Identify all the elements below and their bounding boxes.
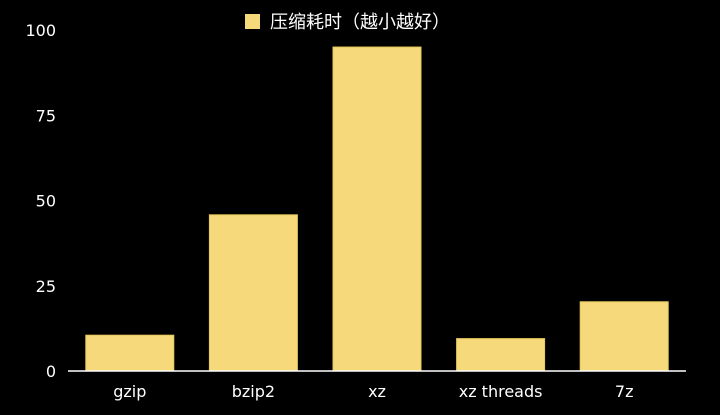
bar-xz (332, 46, 422, 372)
bar-7z (579, 301, 669, 372)
y-tick-label: 0 (46, 362, 56, 381)
y-tick-label: 25 (36, 277, 56, 296)
x-tick-label: bzip2 (232, 382, 275, 401)
x-tick-label: gzip (113, 382, 146, 401)
y-axis-ticks: 0 25 50 75 100 (25, 21, 56, 381)
x-tick-label: 7z (615, 382, 634, 401)
bars (85, 46, 669, 372)
bar-xz-threads (456, 338, 546, 372)
x-tick-label: xz (368, 382, 386, 401)
y-tick-label: 100 (25, 21, 56, 40)
x-axis-ticks: gzip bzip2 xz xz threads 7z (113, 382, 633, 401)
legend: 压缩耗时（越小越好） (245, 12, 450, 33)
bar-gzip (85, 334, 175, 372)
x-tick-label: xz threads (459, 382, 543, 401)
bar-bzip2 (208, 214, 298, 372)
legend-swatch (245, 14, 260, 29)
y-tick-label: 75 (36, 106, 56, 125)
legend-label: 压缩耗时（越小越好） (270, 12, 450, 33)
y-tick-label: 50 (36, 192, 56, 211)
